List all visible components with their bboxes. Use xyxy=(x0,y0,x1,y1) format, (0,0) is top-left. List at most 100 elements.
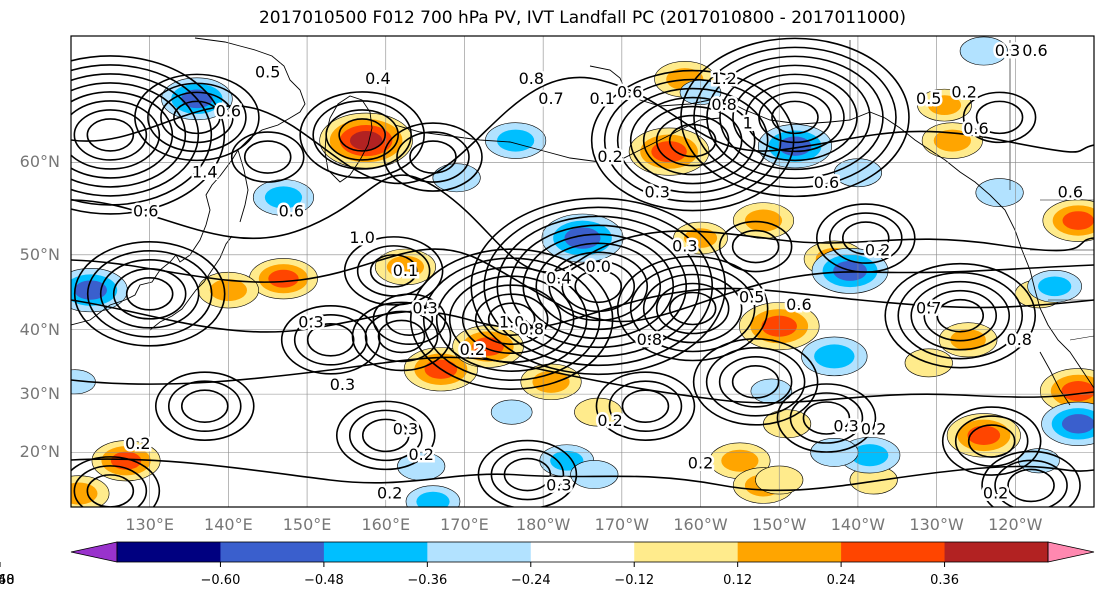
pv-shade-ring xyxy=(927,95,962,115)
longitude-label: 170°W xyxy=(594,515,650,534)
pv-contour-line xyxy=(841,221,890,255)
pv-shaded-area xyxy=(249,258,318,300)
latitude-label: 30°N xyxy=(19,384,60,404)
pv-contour-line xyxy=(409,140,457,174)
pv-contour-line xyxy=(230,131,305,183)
pv-contour-line xyxy=(71,73,200,197)
pv-contour-line xyxy=(483,206,714,367)
colorbar-tick-label: −0.48 xyxy=(303,573,344,588)
pv-contour-wave xyxy=(71,174,1094,273)
pv-contour-line xyxy=(496,215,701,358)
pv-shaded-area xyxy=(71,475,110,507)
map-frame xyxy=(70,35,1095,508)
pv-contour-line xyxy=(642,273,743,344)
pv-contour-line xyxy=(954,415,1029,467)
pv-contour-system xyxy=(680,37,910,198)
contour-label: 0.3 xyxy=(546,475,571,494)
pv-contour-line xyxy=(125,277,174,311)
pv-shaded-area xyxy=(917,88,972,122)
asia-coastline xyxy=(71,37,306,326)
colorbar-segment xyxy=(117,542,221,562)
pv-contour-line xyxy=(243,140,292,174)
pv-contour-line xyxy=(910,280,1011,351)
pv-contour-line xyxy=(923,289,998,342)
contour-label: 0.6 xyxy=(1022,41,1047,60)
pv-contour-system xyxy=(616,255,769,362)
pv-shade-ring xyxy=(959,36,1008,66)
pv-contour-line xyxy=(590,69,795,212)
pv-contour-line xyxy=(293,314,368,366)
colorbar-segment xyxy=(737,542,842,562)
contour-label: 0.3 xyxy=(833,417,858,436)
pv-shade-ring xyxy=(386,255,425,278)
pv-contour-line xyxy=(705,347,806,417)
north-america-coastline xyxy=(869,111,1094,389)
pv-shade-ring xyxy=(110,451,142,470)
contour-label: 0.6 xyxy=(786,295,811,314)
colorbar-min-extend xyxy=(70,541,118,563)
contour-label: 0.3 xyxy=(393,420,418,439)
pv-contour-line xyxy=(718,356,793,408)
pv-contour-line xyxy=(86,250,213,338)
pv-contour-line xyxy=(461,284,562,354)
pv-contour-line xyxy=(548,251,649,322)
pv-contour-line xyxy=(71,456,161,507)
pv-contour-line xyxy=(975,100,1024,135)
colorbar-segment xyxy=(323,542,428,562)
pv-contour-wave xyxy=(71,287,1094,333)
baja-coastline xyxy=(1039,351,1071,406)
pv-contour-line xyxy=(668,291,717,326)
pv-shade-ring xyxy=(1062,211,1094,230)
pv-shaded-area xyxy=(975,178,1024,208)
longitude-label: 130°W xyxy=(909,515,964,534)
pv-shaded-area xyxy=(91,440,161,482)
contour-label: 0.3 xyxy=(672,237,697,256)
contour-label: 0.7 xyxy=(916,299,941,318)
pv-contour-line xyxy=(629,264,756,353)
colorbar-segment xyxy=(530,542,635,562)
page-title: 2017010500 F012 700 hPa PV, IVT Landfall… xyxy=(258,8,906,28)
pv-contour-line xyxy=(981,450,1081,507)
pv-contour-line xyxy=(73,109,148,161)
contour-label: 0.5 xyxy=(916,89,941,108)
pv-contour-line xyxy=(173,100,221,135)
pv-shaded-area xyxy=(839,436,901,474)
pv-contour-line xyxy=(348,409,423,462)
pv-contour-line xyxy=(731,229,780,264)
contour-label: 0.8 xyxy=(519,69,544,88)
colorbar-tick-label: 0.60 xyxy=(0,573,15,588)
contour-label: 0.6 xyxy=(1058,183,1083,202)
pv-shade-ring xyxy=(349,131,383,151)
contour-label: 1.2 xyxy=(711,69,736,88)
pv-contour-line xyxy=(608,380,683,432)
pv-contour-line xyxy=(99,259,200,329)
canada-border xyxy=(849,40,1011,190)
pv-contour-line xyxy=(595,371,696,441)
contour-label: 0.0 xyxy=(586,257,611,276)
pv-contour-line xyxy=(758,91,832,144)
pv-contour-line xyxy=(351,301,452,372)
pv-contour-layer xyxy=(71,37,1094,507)
pv-contour-line xyxy=(616,255,769,362)
contour-label: 0.8 xyxy=(519,320,544,339)
contour-label: 0.2 xyxy=(865,241,890,260)
pv-contour-line xyxy=(356,245,431,297)
contour-label: 0.7 xyxy=(538,89,563,108)
pv-contour-wave xyxy=(71,76,1094,185)
pv-contour-line xyxy=(884,262,1037,369)
pv-shade-ring xyxy=(264,186,303,209)
pv-contour-line xyxy=(936,298,985,333)
pv-shaded-area xyxy=(570,460,619,489)
pv-shaded-area xyxy=(71,268,128,313)
contour-label: 0.2 xyxy=(597,411,622,430)
latitude-label: 60°N xyxy=(19,152,60,172)
pv-contour-line xyxy=(487,302,536,336)
pv-shaded-area xyxy=(1042,199,1094,242)
longitude-label: 170°E xyxy=(440,515,489,534)
longitude-label: 150°E xyxy=(282,515,332,534)
pv-shaded-area xyxy=(732,202,795,239)
pv-contour-line xyxy=(802,401,851,435)
pv-contour-line xyxy=(396,131,470,183)
pv-contour-system xyxy=(73,241,226,347)
